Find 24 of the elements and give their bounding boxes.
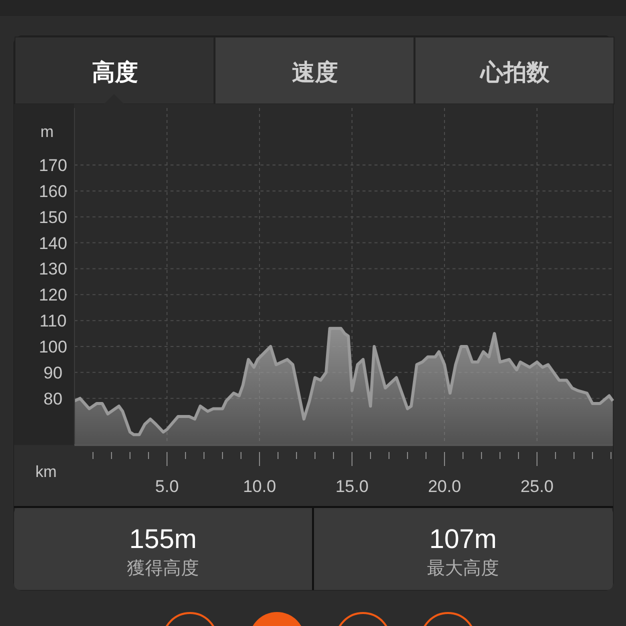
text: 107m [429,524,497,554]
x-tick-label: 5.0 [155,477,179,496]
y-tick-label: 120 [38,286,68,305]
y-tick-label: 90 [44,363,62,382]
text: 高度 [92,59,138,85]
y-tick-label: 160 [38,182,68,201]
text: 最大高度 [427,558,499,578]
x-tick-label: 20.0 [428,477,462,496]
x-tick-label: 15.0 [335,477,369,496]
y-tick-label: 100 [38,337,68,356]
x-tick-label: 25.0 [520,477,554,496]
x-axis-title: km [35,464,57,481]
text: 獲得高度 [127,558,199,578]
y-tick-label: 150 [38,208,68,227]
y-tick-label: 130 [38,260,68,279]
y-tick-label: 110 [39,312,67,331]
text: 速度 [292,59,338,85]
x-tick-label: 10.0 [242,477,276,496]
y-tick-label: 80 [44,389,62,408]
text: 心拍数 [480,59,550,85]
y-tick-label: 140 [38,234,68,253]
y-tick-label: 170 [38,156,68,176]
y-axis-title: m [40,124,54,141]
text: 155m [129,524,197,554]
